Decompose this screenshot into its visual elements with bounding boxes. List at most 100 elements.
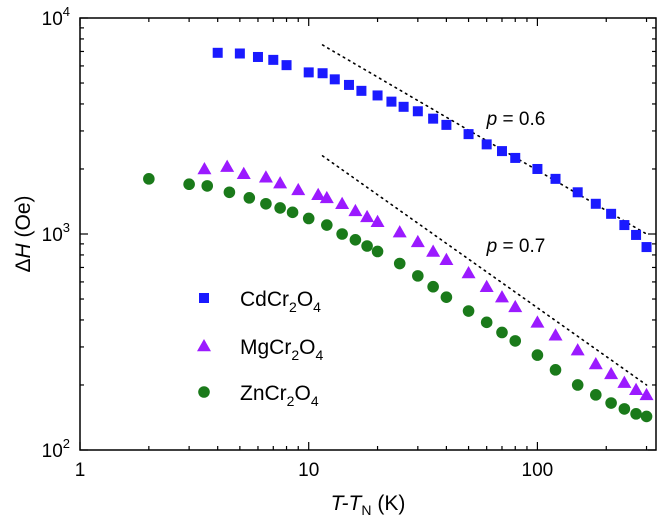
data-point bbox=[481, 139, 492, 150]
x-tick-label: 100 bbox=[522, 460, 554, 481]
data-point bbox=[336, 228, 348, 240]
data-point bbox=[508, 299, 523, 313]
plot-frame bbox=[79, 17, 657, 451]
data-point bbox=[548, 328, 563, 341]
data-point bbox=[386, 96, 397, 107]
data-point bbox=[509, 335, 522, 347]
data-point bbox=[243, 192, 256, 204]
data-point bbox=[426, 244, 441, 257]
data-point bbox=[252, 51, 263, 62]
series-1 bbox=[197, 159, 654, 401]
data-point bbox=[291, 182, 306, 196]
legend-marker bbox=[198, 386, 210, 398]
data-point bbox=[605, 397, 617, 409]
y-tick-label: 103 bbox=[42, 220, 70, 246]
data-point bbox=[461, 265, 476, 279]
series-2 bbox=[143, 173, 653, 423]
data-point bbox=[356, 85, 367, 96]
data-point bbox=[392, 225, 407, 238]
data-point bbox=[212, 47, 223, 58]
data-point bbox=[530, 315, 545, 328]
data-point bbox=[348, 203, 363, 217]
data-point bbox=[496, 326, 508, 339]
data-point bbox=[572, 187, 583, 198]
data-point bbox=[329, 74, 340, 85]
data-point bbox=[370, 214, 385, 227]
data-point bbox=[234, 48, 245, 59]
data-point bbox=[604, 366, 619, 380]
x-tick-label: 1 bbox=[75, 460, 86, 481]
data-point bbox=[640, 410, 653, 423]
data-point bbox=[510, 152, 521, 163]
data-point bbox=[236, 166, 251, 180]
data-point bbox=[463, 129, 474, 140]
data-point bbox=[343, 79, 354, 90]
data-point bbox=[143, 173, 155, 185]
data-point bbox=[531, 349, 544, 361]
data-point bbox=[360, 209, 375, 223]
legend-marker bbox=[197, 339, 211, 352]
data-point bbox=[480, 316, 493, 329]
data-point bbox=[398, 101, 409, 112]
data-point bbox=[590, 198, 601, 209]
x-axis-label: T-TN (K) bbox=[331, 492, 406, 518]
data-point bbox=[631, 229, 642, 240]
data-point bbox=[412, 270, 424, 282]
series-0 bbox=[212, 47, 652, 253]
data-point bbox=[286, 206, 299, 219]
data-point bbox=[349, 234, 362, 246]
annotations: p = 0.6 p = 0.7 bbox=[486, 109, 546, 257]
guide-lines bbox=[321, 44, 648, 386]
annotation: p = 0.6 bbox=[486, 109, 546, 130]
data-point bbox=[335, 196, 350, 210]
y-tick-label: 104 bbox=[42, 4, 70, 30]
annotation: p = 0.7 bbox=[486, 236, 546, 257]
data-point bbox=[393, 257, 406, 270]
data-point bbox=[428, 113, 439, 124]
y-tick-label: 102 bbox=[42, 436, 70, 462]
data-point bbox=[479, 279, 494, 292]
data-point bbox=[268, 54, 279, 65]
data-point bbox=[606, 208, 617, 219]
data-point bbox=[410, 234, 425, 248]
data-point bbox=[303, 67, 314, 78]
data-point bbox=[617, 375, 632, 388]
data-point bbox=[494, 290, 509, 303]
y-axis-label: ΔH (Oe) bbox=[12, 195, 35, 272]
data-point bbox=[570, 343, 585, 356]
legend: CdCr2O4 MgCr2O4 ZnCr2O4 bbox=[197, 288, 323, 409]
data-point bbox=[274, 202, 286, 214]
guide-line bbox=[321, 155, 648, 386]
data-point bbox=[361, 240, 373, 252]
data-point bbox=[550, 173, 561, 184]
data-point bbox=[260, 197, 272, 210]
legend-label: ZnCr2O4 bbox=[240, 382, 319, 409]
data-point bbox=[223, 186, 236, 199]
data-point bbox=[439, 252, 454, 265]
data-point bbox=[311, 187, 326, 200]
data-point bbox=[281, 60, 292, 71]
data-point bbox=[532, 163, 543, 174]
data-point bbox=[321, 219, 333, 231]
data-point bbox=[201, 180, 214, 192]
x-tick-label: 10 bbox=[298, 460, 319, 481]
data-point bbox=[372, 90, 383, 101]
data-point bbox=[589, 389, 602, 401]
data-point bbox=[639, 387, 654, 401]
data-point bbox=[630, 408, 642, 420]
data-point bbox=[258, 170, 273, 183]
data-point bbox=[412, 106, 423, 117]
data-point bbox=[462, 305, 475, 317]
legend-label: CdCr2O4 bbox=[240, 288, 321, 315]
data-point bbox=[427, 280, 439, 293]
data-point bbox=[302, 212, 315, 225]
data-point bbox=[496, 146, 507, 157]
data-point bbox=[371, 245, 384, 258]
data-point bbox=[618, 403, 631, 415]
data-point bbox=[641, 242, 652, 253]
data-point bbox=[273, 176, 288, 189]
data-point bbox=[619, 220, 630, 231]
axis-ticks bbox=[79, 17, 656, 451]
